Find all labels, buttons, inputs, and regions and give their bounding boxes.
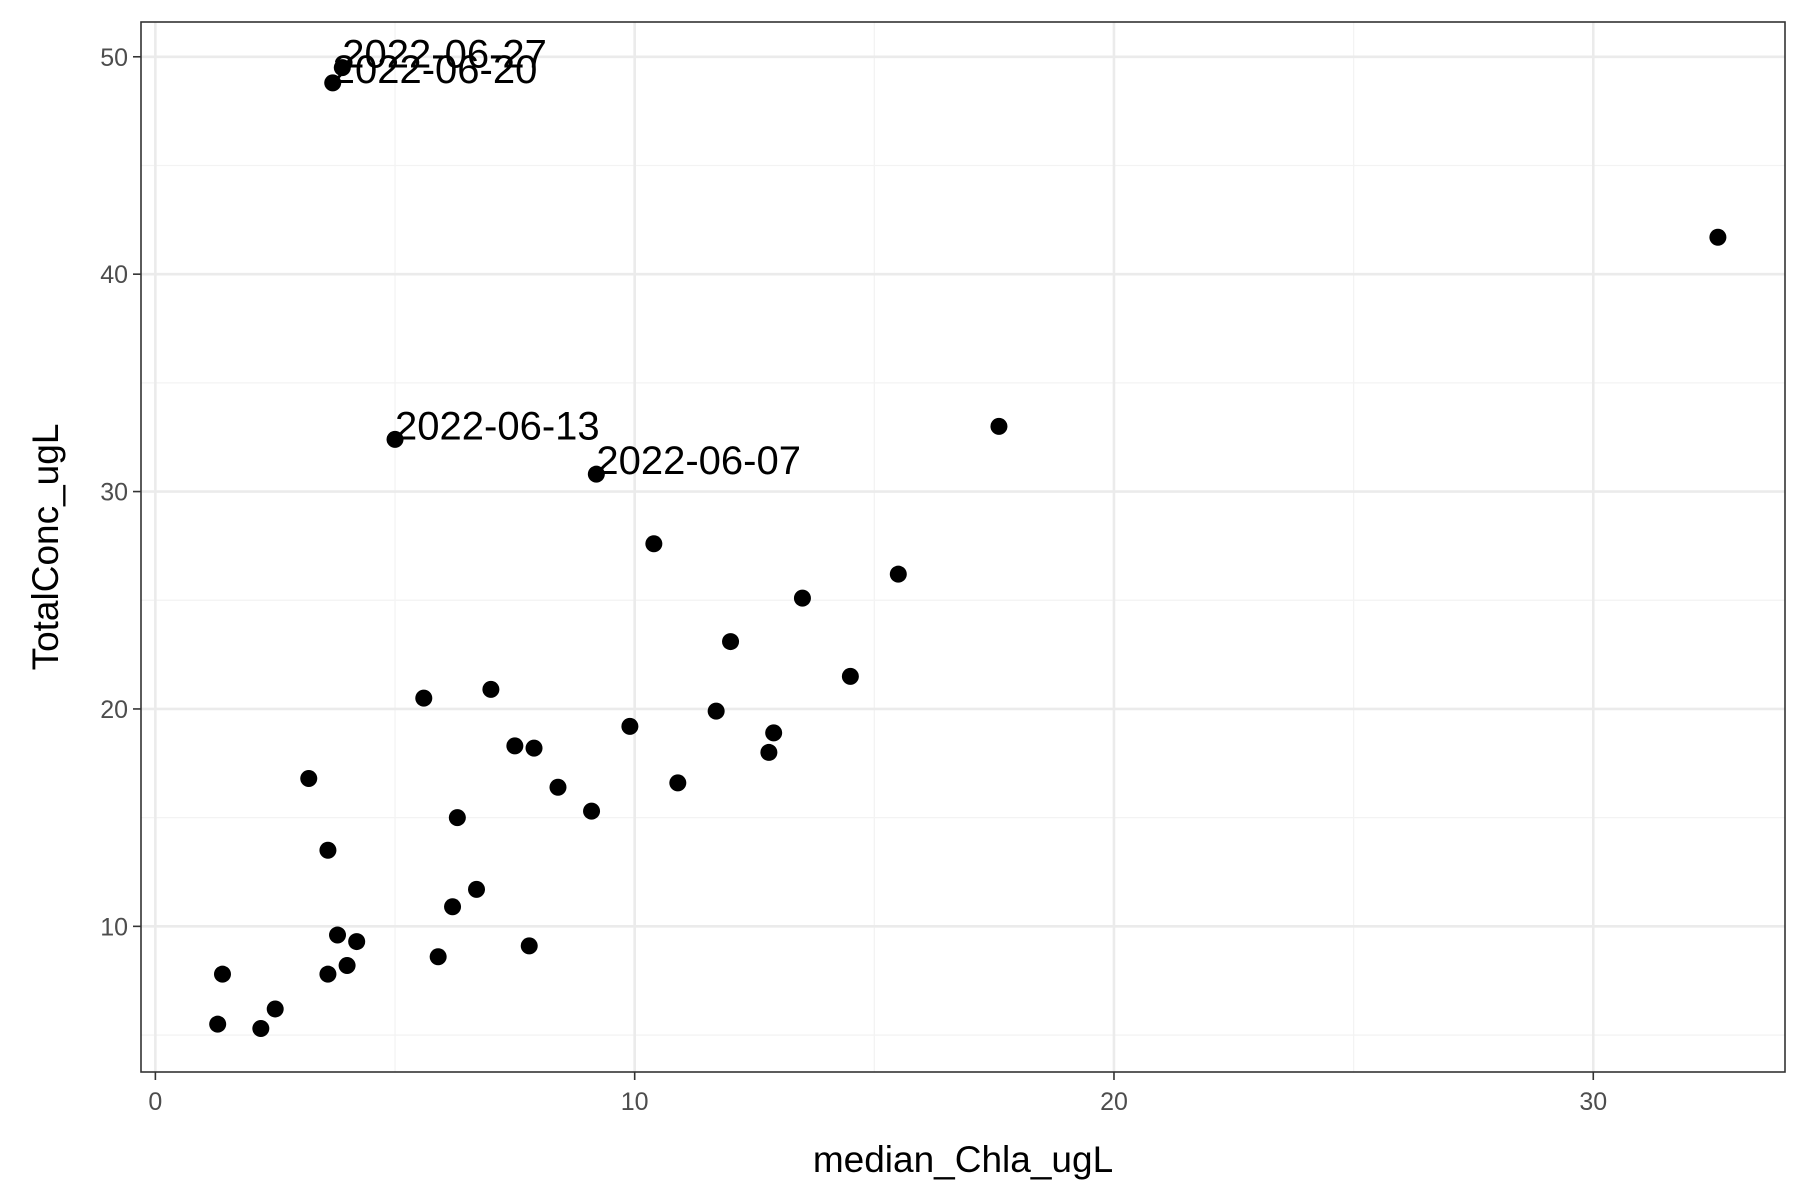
data-point (266, 1000, 284, 1018)
x-tick-label: 20 (1100, 1088, 1128, 1116)
data-point (621, 717, 639, 735)
data-point (300, 770, 318, 788)
data-point (468, 880, 486, 898)
data-point (645, 535, 663, 553)
data-point (889, 565, 907, 583)
data-point (793, 589, 811, 607)
data-point (525, 739, 543, 757)
y-tick-label: 20 (100, 696, 128, 724)
data-point (338, 956, 356, 974)
data-point (386, 430, 404, 448)
data-points (209, 59, 1727, 1038)
data-point (319, 965, 337, 983)
data-point (506, 737, 524, 755)
data-point (429, 948, 447, 966)
point-label: 2022-06-13 (395, 404, 600, 448)
data-point (841, 667, 859, 685)
data-point (444, 898, 462, 916)
panel-border (140, 21, 1786, 1073)
data-point (707, 702, 725, 720)
data-point (520, 937, 538, 955)
x-axis-title: median_Chla_ugL (813, 1139, 1113, 1180)
data-point (324, 74, 342, 92)
data-point (333, 59, 351, 77)
data-point (587, 465, 605, 483)
y-axis: 10 20 30 40 50 (100, 44, 141, 941)
panel-background (141, 22, 1785, 1072)
minor-gridlines (141, 22, 1785, 1072)
x-axis: 0 10 20 30 (148, 1072, 1607, 1116)
data-point (448, 809, 466, 827)
data-point (990, 417, 1008, 435)
point-label: 2022-06-20 (333, 48, 538, 92)
y-tick-label: 30 (100, 479, 128, 507)
data-point (722, 633, 740, 651)
point-label: 2022-06-07 (596, 439, 801, 483)
y-tick-label: 10 (100, 913, 128, 941)
x-tick-label: 30 (1579, 1088, 1607, 1116)
data-point (760, 743, 778, 761)
data-point (583, 802, 601, 820)
data-point (252, 1020, 270, 1038)
data-point (765, 724, 783, 742)
data-point (669, 774, 687, 792)
data-point (209, 1015, 227, 1033)
data-point (329, 926, 347, 944)
x-tick-label: 10 (621, 1088, 649, 1116)
data-point (348, 933, 366, 951)
data-point (213, 965, 231, 983)
x-tick-label: 0 (148, 1088, 162, 1116)
point-label: 2022-06-27 (342, 33, 547, 77)
y-tick-label: 50 (100, 44, 128, 72)
data-point (1709, 228, 1727, 246)
data-point (549, 778, 567, 796)
data-point (415, 689, 433, 707)
data-point (319, 841, 337, 859)
y-tick-label: 40 (100, 261, 128, 289)
major-gridlines (141, 22, 1785, 1072)
data-point (482, 680, 500, 698)
y-axis-title: TotalConc_ugL (25, 424, 66, 671)
